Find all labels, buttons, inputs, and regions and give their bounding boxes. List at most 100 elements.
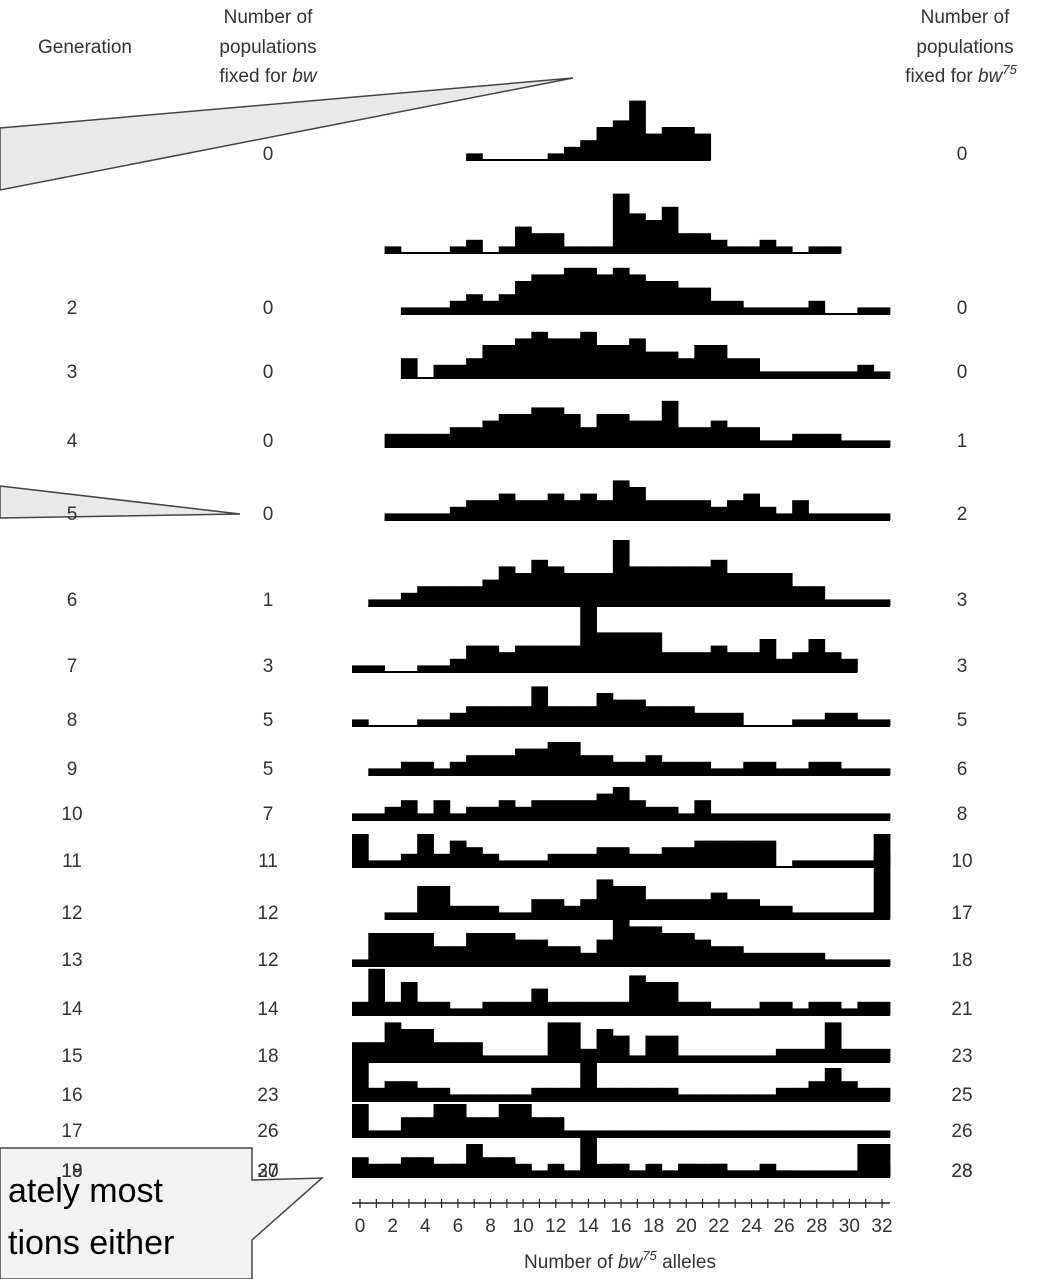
bar-gen4-x13 (563, 414, 581, 447)
bar-gen16-x27 (792, 1087, 809, 1101)
x-axis-tick-label: 12 (545, 1216, 566, 1237)
bar-gen8-x12 (547, 706, 565, 726)
bar-gen7-x16 (612, 632, 630, 672)
bar-gen12-x22 (710, 892, 728, 919)
bar-gen15-x11 (531, 1055, 549, 1062)
bar-gen7-x13 (563, 645, 581, 672)
bar-gen6-x18 (645, 566, 663, 606)
bar-gen12-x32 (873, 853, 891, 919)
bar-gen2-x3 (400, 307, 418, 314)
bar-gen14-x12 (547, 1001, 565, 1015)
bar-gen16-x5 (433, 1087, 451, 1101)
bar-gen13-x4 (417, 933, 434, 966)
x-axis-tick-label: 28 (806, 1216, 827, 1237)
bar-gen11-x19 (661, 847, 679, 867)
bar-gen17-x1 (368, 1130, 386, 1137)
x-axis-tick-labels: 0 2 4 6 8 10 12 14 16 18 20 22 24 26 28 30 32 (355, 1216, 893, 1237)
bar-gen10-x29 (824, 813, 842, 820)
bar-gen15-x26 (775, 1048, 793, 1062)
bar-gen2-x20 (678, 287, 695, 314)
bar-gen4-x16 (612, 414, 630, 447)
x-axis-title-suffix: alleles (657, 1252, 716, 1273)
bar-gen12-x6 (449, 905, 467, 919)
bar-gen1-x11 (531, 233, 549, 253)
bar-gen10-x19 (661, 806, 679, 820)
bar-gen15-x4 (417, 1029, 434, 1062)
bar-gen6-x32 (873, 599, 891, 606)
bar-gen13-x21 (694, 939, 712, 966)
x-axis-tick-label: 30 (839, 1216, 860, 1237)
bar-gen13-x30 (841, 959, 858, 966)
row-generation-label: 5 (67, 504, 78, 525)
bar-gen19-x24 (743, 1170, 760, 1177)
callout-middle-pointer (0, 485, 241, 519)
bar-gen14-x8 (482, 1001, 500, 1015)
bar-gen19-x15 (596, 1163, 614, 1177)
bar-gen16-x8 (482, 1094, 500, 1101)
bar-gen6-x2 (384, 599, 402, 606)
bar-gen15-x24 (743, 1055, 760, 1062)
bar-gen14-x9 (498, 1001, 516, 1015)
callout-top-pointer (0, 77, 574, 191)
bar-gen19-x32 (873, 1144, 891, 1177)
bar-gen12-x11 (531, 899, 549, 919)
bar-gen1-x13 (563, 246, 581, 253)
bar-gen4-x9 (498, 414, 516, 447)
callouts-layer: ately most tions either (0, 77, 574, 1279)
bar-gen19-x11 (531, 1170, 549, 1177)
bar-gen19-x4 (417, 1157, 434, 1177)
bar-gen3-x28 (808, 371, 826, 378)
callout-bottom-box (0, 1147, 325, 1279)
bar-gen8-x14 (580, 706, 597, 726)
bar-gen14-x29 (824, 1001, 842, 1015)
bar-gen14-x13 (563, 1001, 581, 1015)
bar-gen12-x15 (596, 879, 614, 919)
row-fixed-bw-count: 14 (257, 999, 279, 1020)
bar-gen5-x3 (400, 513, 418, 520)
bar-gen8-x30 (841, 712, 858, 726)
row-generation-label: 19 (61, 1161, 82, 1182)
bar-gen11-x15 (596, 847, 614, 867)
bar-gen8-x5 (433, 719, 451, 726)
bar-gen12-x14 (580, 899, 597, 919)
bar-gen1-x18 (645, 220, 663, 253)
bar-gen15-x29 (824, 1022, 842, 1062)
bar-gen9-x31 (857, 768, 875, 775)
bar-gen14-x26 (775, 1001, 793, 1015)
bar-gen18-x27 (792, 1170, 809, 1177)
bar-gen13-x9 (498, 933, 516, 966)
row-fixed-bw-count: 12 (257, 903, 278, 924)
bar-gen14-x15 (596, 1001, 614, 1015)
bar-gen12-x2 (384, 912, 402, 919)
bar-gen1-x25 (759, 239, 777, 253)
bar-gen10-x28 (808, 813, 826, 820)
bar-gen14-x28 (808, 1001, 826, 1015)
header-fixed-bw-line-1: Number of (224, 7, 313, 28)
bar-gen12-x5 (433, 886, 451, 919)
bar-gen17-x24 (743, 1130, 760, 1137)
row-fixed-bw75-count: 18 (951, 950, 972, 971)
bar-gen4-x8 (482, 420, 500, 447)
bar-gen11-x7 (466, 847, 483, 867)
bar-gen17-x12 (547, 1117, 565, 1137)
bar-gen5-x11 (531, 500, 549, 520)
bar-gen14-x20 (678, 1001, 695, 1015)
bar-gen15-x19 (661, 1035, 679, 1062)
bar-gen13-x32 (873, 959, 891, 966)
bar-gen13-x8 (482, 933, 500, 966)
bar-gen7-x19 (661, 652, 679, 672)
bar-gen15-x5 (433, 1042, 451, 1062)
bar-gen11-x2 (384, 860, 402, 867)
header-fixed-bw75-prefix: fixed for (905, 66, 978, 87)
bar-gen2-x21 (694, 287, 712, 314)
bar-gen5-x19 (661, 500, 679, 520)
bar-gen9-x20 (678, 761, 695, 775)
x-axis-tick-label: 6 (453, 1216, 464, 1237)
bar-gen15-x15 (596, 1029, 614, 1062)
bar-gen13-x26 (775, 952, 793, 966)
bar-gen6-x6 (449, 586, 467, 606)
bar-gen16-x15 (596, 1087, 614, 1101)
bar-gen14-x30 (841, 1008, 858, 1015)
bar-gen3-x6 (449, 364, 467, 378)
